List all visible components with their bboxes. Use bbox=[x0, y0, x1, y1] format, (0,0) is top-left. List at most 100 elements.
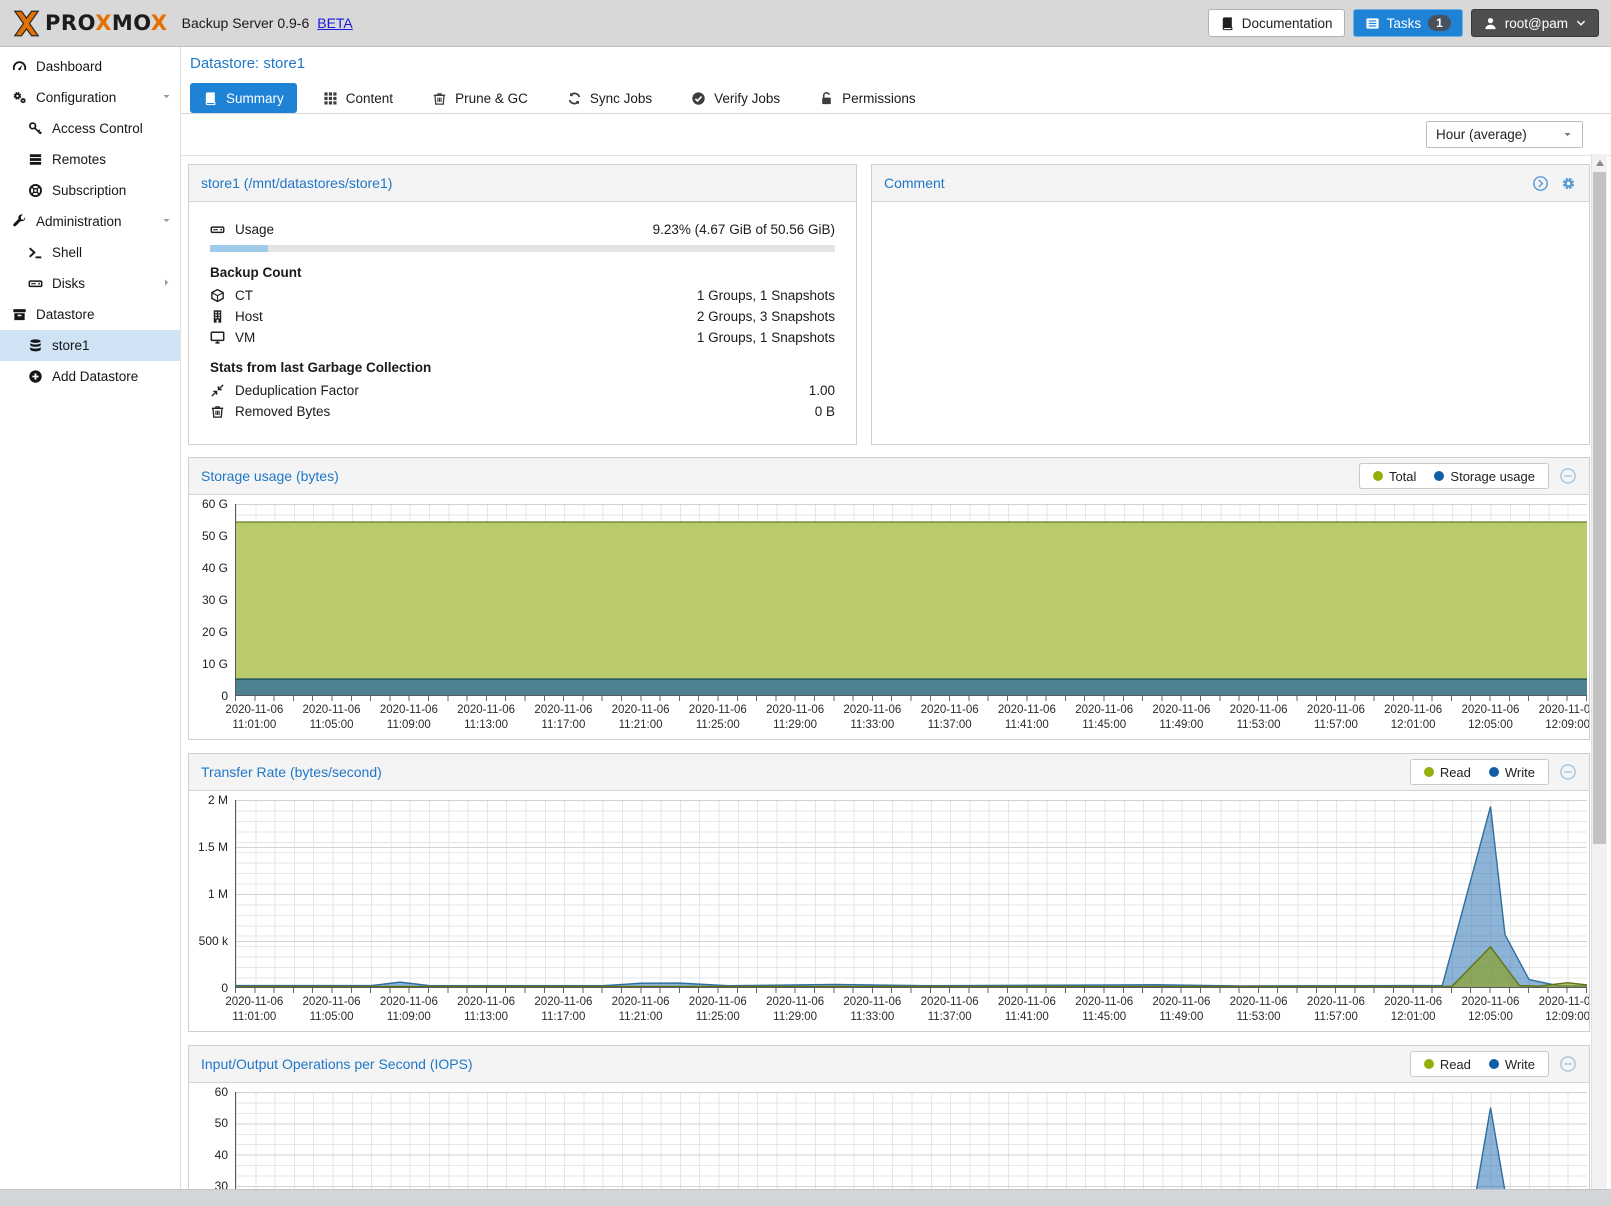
tab-label: Content bbox=[345, 90, 394, 106]
sidebar-item-shell[interactable]: Shell bbox=[0, 237, 180, 268]
tasks-list-icon bbox=[1365, 16, 1380, 31]
stat-row-ct: CT 1 Groups, 1 Snapshots bbox=[210, 286, 835, 305]
legend-dot bbox=[1372, 471, 1383, 481]
legend-item-total[interactable]: Total bbox=[1364, 469, 1425, 484]
sidebar-item-store1[interactable]: store1 bbox=[0, 330, 180, 361]
caret-down-icon bbox=[1562, 129, 1573, 140]
backup-count-title: Backup Count bbox=[210, 265, 302, 280]
y-axis-tick-label: 10 G bbox=[201, 657, 228, 671]
chart-legend: Read Write bbox=[1409, 1051, 1549, 1077]
sidebar: Dashboard Configuration Access Control Remo… bbox=[0, 47, 181, 1206]
book-icon bbox=[1220, 16, 1235, 31]
trash-icon bbox=[432, 91, 447, 106]
chart-series-svg bbox=[236, 504, 1587, 695]
chart-plot-area bbox=[235, 1092, 1587, 1206]
top-bar: PROXMOX Backup Server 0.9-6 BETA Documen… bbox=[0, 0, 1611, 47]
legend-item-write[interactable]: Write bbox=[1480, 1057, 1544, 1072]
comment-panel-header: Comment bbox=[872, 165, 1589, 202]
sidebar-item-subscription[interactable]: Subscription bbox=[0, 175, 180, 206]
vertical-scrollbar[interactable] bbox=[1591, 154, 1607, 1206]
caret-down-icon[interactable] bbox=[161, 90, 172, 105]
sidebar-item-add-datastore[interactable]: Add Datastore bbox=[0, 361, 180, 392]
caret-down-icon[interactable] bbox=[161, 214, 172, 229]
x-axis-ticks bbox=[235, 988, 1587, 993]
scroll-up-arrow[interactable] bbox=[1592, 155, 1607, 171]
unlock-icon bbox=[819, 91, 834, 106]
y-axis-tick-label: 60 bbox=[214, 1085, 228, 1099]
legend-item-storage-usage[interactable]: Storage usage bbox=[1425, 469, 1544, 484]
desktop-icon bbox=[210, 330, 226, 345]
sidebar-item-configuration[interactable]: Configuration bbox=[0, 82, 180, 113]
sidebar-item-label: Access Control bbox=[52, 121, 143, 136]
terminal-icon bbox=[28, 245, 43, 260]
comment-panel-tools bbox=[1532, 175, 1577, 192]
interval-select-value: Hour (average) bbox=[1436, 127, 1527, 142]
chart-title: Storage usage (bytes) bbox=[201, 468, 339, 484]
legend-item-read[interactable]: Read bbox=[1415, 765, 1480, 780]
user-menu-button[interactable]: root@pam bbox=[1470, 9, 1599, 37]
time-interval-select[interactable]: Hour (average) bbox=[1426, 121, 1583, 148]
legend-label: Write bbox=[1504, 1056, 1535, 1072]
x-axis-ticks bbox=[235, 696, 1587, 701]
plus-circle-icon bbox=[28, 369, 43, 384]
building-icon bbox=[210, 309, 226, 324]
tab-sync-jobs[interactable]: Sync Jobs bbox=[554, 83, 665, 113]
stat-value: 1.00 bbox=[808, 383, 835, 398]
tab-content[interactable]: Content bbox=[310, 83, 406, 113]
sidebar-item-label: Remotes bbox=[52, 152, 107, 167]
stat-row-removed-bytes: Removed Bytes 0 B bbox=[210, 402, 835, 421]
x-axis-tick-label: 2020-11-06 11:45:00 bbox=[1075, 996, 1134, 1023]
comment-body[interactable] bbox=[872, 202, 1589, 444]
scrollbar-thumb[interactable] bbox=[1593, 172, 1606, 844]
datastore-panel-body: Usage 9.23% (4.67 GiB of 50.56 GiB) Back… bbox=[189, 202, 856, 439]
sidebar-item-disks[interactable]: Disks bbox=[0, 268, 180, 299]
stat-row-vm: VM 1 Groups, 1 Snapshots bbox=[210, 328, 835, 347]
collapse-chart-icon[interactable] bbox=[1559, 467, 1577, 485]
datastore-summary-panel: store1 (/mnt/datastores/store1) Usage 9.… bbox=[188, 164, 857, 445]
tab-permissions[interactable]: Permissions bbox=[806, 83, 929, 113]
sidebar-item-label: Disks bbox=[52, 276, 85, 291]
beta-link[interactable]: BETA bbox=[317, 15, 353, 31]
gc-stats-title: Stats from last Garbage Collection bbox=[210, 360, 432, 375]
chart-series-svg bbox=[236, 800, 1587, 987]
caret-right-icon[interactable] bbox=[161, 276, 172, 291]
legend-label: Read bbox=[1439, 764, 1471, 780]
tab-verify-jobs[interactable]: Verify Jobs bbox=[678, 83, 793, 113]
y-axis-tick-label: 20 G bbox=[201, 625, 228, 639]
legend-dot bbox=[1488, 1059, 1499, 1069]
sidebar-item-dashboard[interactable]: Dashboard bbox=[0, 51, 180, 82]
tab-summary[interactable]: Summary bbox=[190, 83, 297, 113]
chevron-down-icon bbox=[1575, 17, 1587, 29]
tab-prune-gc[interactable]: Prune & GC bbox=[419, 83, 541, 113]
compress-icon bbox=[210, 383, 226, 398]
x-axis-tick-label: 2020-11-06 11:29:00 bbox=[766, 704, 825, 731]
sidebar-item-administration[interactable]: Administration bbox=[0, 206, 180, 237]
settings-gear-icon[interactable] bbox=[1560, 175, 1577, 192]
legend-item-write[interactable]: Write bbox=[1480, 765, 1544, 780]
chart-header: Transfer Rate (bytes/second) Read Write bbox=[189, 754, 1589, 791]
x-axis-tick-label: 2020-11-06 11:57:00 bbox=[1306, 996, 1365, 1023]
sidebar-item-datastore[interactable]: Datastore bbox=[0, 299, 180, 330]
collapse-chart-icon[interactable] bbox=[1559, 1055, 1577, 1073]
chart-body: 01020304050602020-11-0611:01:002020-11-0… bbox=[189, 1083, 1589, 1206]
chevron-circle-right-icon[interactable] bbox=[1532, 175, 1549, 192]
y-axis-tick-label: 30 G bbox=[201, 593, 228, 607]
x-axis-tick-label: 2020-11-06 11:21:00 bbox=[611, 996, 670, 1023]
sidebar-item-label: Administration bbox=[36, 214, 122, 229]
chart-body: 0 10 G 20 G 30 G 40 G 50 G 60 G 2020-11-06 11:01… bbox=[189, 495, 1589, 739]
legend-item-read[interactable]: Read bbox=[1415, 1057, 1480, 1072]
collapse-chart-icon[interactable] bbox=[1559, 763, 1577, 781]
sidebar-item-label: Datastore bbox=[36, 307, 95, 322]
x-axis-tick-label: 2020-11-06 11:17:00 bbox=[534, 996, 593, 1023]
x-axis-tick-label: 2020-11-06 11:49:00 bbox=[1152, 996, 1211, 1023]
sidebar-item-access-control[interactable]: Access Control bbox=[0, 113, 180, 144]
chart-plot-area bbox=[235, 504, 1587, 696]
tasks-button[interactable]: Tasks 1 bbox=[1352, 9, 1463, 37]
stat-label: Removed Bytes bbox=[235, 404, 331, 419]
documentation-button[interactable]: Documentation bbox=[1207, 9, 1345, 37]
sidebar-item-remotes[interactable]: Remotes bbox=[0, 144, 180, 175]
gauge-icon bbox=[12, 59, 27, 74]
documentation-label: Documentation bbox=[1241, 15, 1333, 31]
y-axis-tick-label: 0 bbox=[221, 689, 228, 703]
